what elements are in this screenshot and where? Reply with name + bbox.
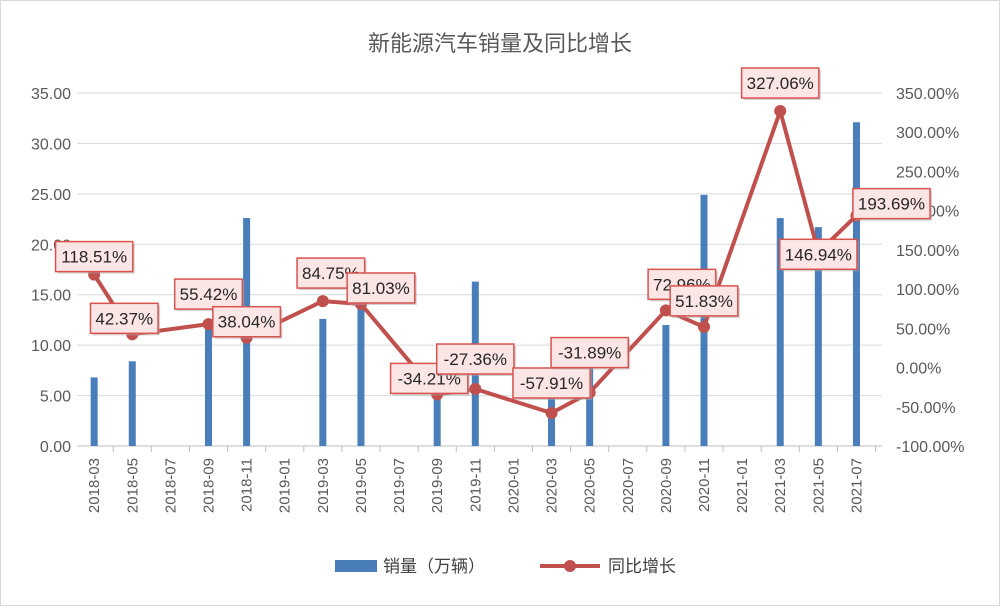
x-tick-label: 2021-05 <box>810 458 827 513</box>
line-point <box>698 320 711 333</box>
x-tick-label: 2019-05 <box>353 458 370 513</box>
data-label-text: 327.06% <box>747 74 814 93</box>
bar <box>90 377 98 446</box>
y-left-tick-label: 25.00 <box>31 187 71 204</box>
data-label: 193.69% <box>852 187 933 221</box>
line-point <box>469 383 482 396</box>
y-right-tick-label: 350.00% <box>896 86 959 103</box>
right-axis: -100.00% -50.00% 0.00% 50.00% 100.00% 150.00%… <box>896 86 965 456</box>
x-tick-label: 2020-01 <box>505 458 522 513</box>
y-left-tick-label: 0.00 <box>40 439 71 456</box>
data-label-text: 38.04% <box>218 313 276 332</box>
data-label-text: -57.91% <box>520 374 583 393</box>
bar <box>319 318 327 446</box>
data-label: 327.06% <box>740 67 821 100</box>
bar <box>357 304 365 446</box>
x-tick-label: 2018-07 <box>162 458 179 513</box>
data-label: -31.89% <box>550 336 631 370</box>
y-right-tick-label: 300.00% <box>896 125 959 142</box>
data-label: 146.94% <box>778 238 859 272</box>
line-point <box>316 295 329 308</box>
bar <box>700 194 708 446</box>
legend-bar-swatch <box>335 560 377 572</box>
bar <box>548 395 556 446</box>
bar <box>128 361 136 446</box>
line-point <box>202 318 215 331</box>
x-tick-label: 2019-11 <box>467 458 484 512</box>
data-label-text: 146.94% <box>785 245 852 264</box>
x-tick-label: 2020-09 <box>658 458 675 513</box>
data-label-text: 51.83% <box>675 292 733 311</box>
y-right-tick-label: -100.00% <box>896 439 965 456</box>
y-left-tick-label: 15.00 <box>31 288 71 305</box>
y-right-tick-label: 100.00% <box>896 282 959 299</box>
y-right-tick-label: -50.00% <box>896 400 956 417</box>
legend-line-marker <box>564 560 576 572</box>
y-left-tick-label: 35.00 <box>31 86 71 103</box>
x-tick-label: 2021-07 <box>848 458 865 513</box>
data-label: 81.03% <box>346 272 417 305</box>
y-left-tick-label: 10.00 <box>31 338 71 355</box>
data-label: 72.96% <box>647 268 718 302</box>
x-tick-label: 2020-07 <box>620 458 637 513</box>
line-point <box>774 104 787 117</box>
data-label: 38.04% <box>212 305 283 339</box>
x-tick-label: 2019-07 <box>391 458 408 513</box>
x-tick-label: 2020-05 <box>582 458 599 513</box>
x-tick-label: 2020-03 <box>544 458 561 513</box>
data-label: 42.37% <box>89 302 161 336</box>
data-label-text: 55.42% <box>180 285 238 304</box>
data-label-text: 193.69% <box>858 195 925 214</box>
data-label-text: 81.03% <box>352 279 410 298</box>
data-label: -57.91% <box>512 367 593 400</box>
bar <box>852 122 860 447</box>
data-label-text: -27.36% <box>444 350 507 369</box>
chart-title: 新能源汽车销量及同比增长 <box>368 32 632 57</box>
data-label: 51.83% <box>669 285 740 318</box>
bar <box>814 227 822 446</box>
data-label: -27.36% <box>435 343 516 377</box>
y-right-tick-label: 150.00% <box>896 243 959 260</box>
y-right-tick-label: 50.00% <box>896 321 950 338</box>
bar <box>204 324 212 446</box>
x-tick-label: 2019-01 <box>277 458 294 513</box>
data-label-text: 118.51% <box>61 248 127 267</box>
legend-label: 同比增长 <box>608 557 676 577</box>
y-left-tick-label: 5.00 <box>40 389 71 406</box>
x-tick-label: 2021-03 <box>772 458 789 513</box>
x-tick-label: 2019-09 <box>429 458 446 513</box>
data-label-text: -31.89% <box>558 344 621 363</box>
x-tick-label: 2018-03 <box>86 458 103 513</box>
x-tick-label: 2019-03 <box>315 458 332 513</box>
data-label-text: 42.37% <box>95 309 153 328</box>
data-label-text: 84.75% <box>302 264 360 283</box>
line-point <box>659 304 672 317</box>
x-tick-label: 2018-11 <box>239 458 256 512</box>
data-labels: 118.51%42.37%55.42%38.04%84.75%81.03%-34… <box>54 67 933 400</box>
y-right-tick-label: 0.00% <box>896 361 941 378</box>
line-point <box>545 406 558 419</box>
bar <box>433 365 441 446</box>
y-right-tick-label: 250.00% <box>896 164 959 181</box>
x-tick-label: 2020-11 <box>696 458 713 512</box>
bar <box>662 324 670 446</box>
y-left-tick-label: 30.00 <box>31 136 71 153</box>
legend: 销量（万辆） 同比增长 <box>335 557 676 577</box>
data-label: 118.51% <box>54 240 135 274</box>
legend-label: 销量（万辆） <box>383 557 485 577</box>
x-tick-label: 2021-01 <box>734 458 751 513</box>
bar <box>776 218 784 446</box>
data-label: 55.42% <box>173 278 245 312</box>
x-axis: 2018-03 2018-05 2018-07 2018-09 2018-11 2019-… <box>86 446 877 513</box>
x-tick-label: 2018-05 <box>124 458 141 513</box>
x-tick-label: 2018-09 <box>200 458 217 513</box>
